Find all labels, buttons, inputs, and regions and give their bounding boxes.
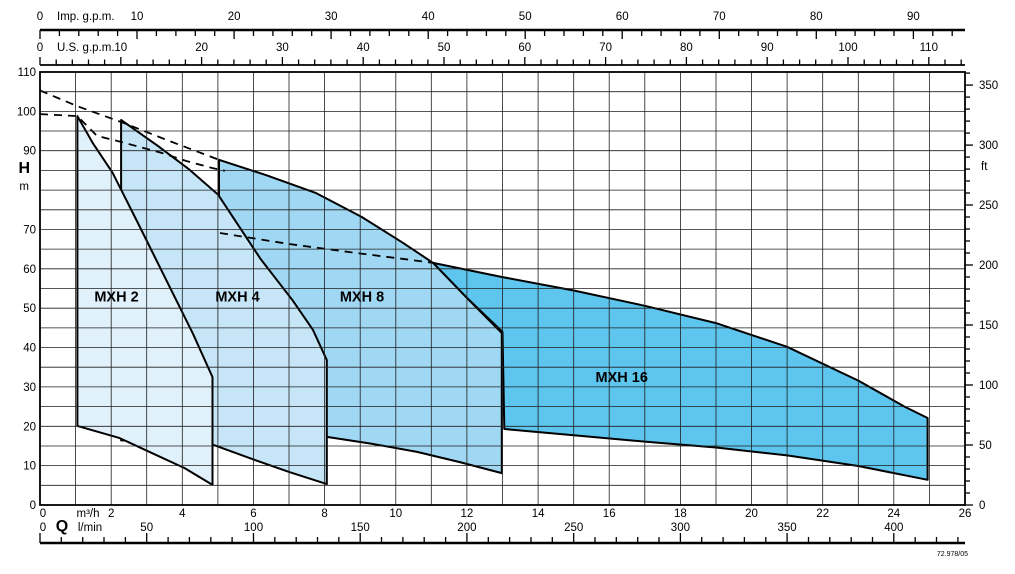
axis-unit-ft: ft xyxy=(981,161,988,173)
tick-label: 6 xyxy=(250,508,256,520)
region-label-mxh-2: MXH 2 xyxy=(94,289,138,305)
region-label-mxh-8: MXH 8 xyxy=(340,289,384,305)
tick-label: 90 xyxy=(23,146,36,158)
axis-title-head: H xyxy=(18,160,30,177)
tick-label: 100 xyxy=(838,42,857,54)
tick-label: 100 xyxy=(17,106,36,118)
tick-label: 20 xyxy=(23,421,36,433)
tick-label: 350 xyxy=(979,80,998,92)
tick-label: 300 xyxy=(671,522,690,534)
tick-label: 26 xyxy=(959,508,972,520)
tick-label: 70 xyxy=(713,11,726,23)
tick-label: 0 xyxy=(37,42,43,54)
tick-label: 4 xyxy=(179,508,186,520)
tick-label: 8 xyxy=(321,508,327,520)
tick-label: 50 xyxy=(140,522,153,534)
tick-label: 0 xyxy=(40,522,46,534)
tick-label: 60 xyxy=(23,264,36,276)
tick-label: 200 xyxy=(457,522,476,534)
tick-label: 80 xyxy=(810,11,823,23)
tick-label: 40 xyxy=(357,42,370,54)
tick-label: 20 xyxy=(745,508,758,520)
axis-m3h: 0 m³/h 2 4 6 8 10 12 14 16 18 20 22 24 26 xyxy=(40,508,972,520)
axis-imp-gpm: 0 10 20 30 40 50 60 70 80 90 Imp. g.p.m. xyxy=(37,11,965,39)
axis-ft: 350 300 250 200 150 100 50 0 ft xyxy=(965,72,998,512)
tick-label: 40 xyxy=(422,11,435,23)
tick-label: 70 xyxy=(599,42,612,54)
axis-title-us-gpm: U.S. g.p.m. xyxy=(57,42,115,54)
dashed-max-curve-envelope-upper xyxy=(39,89,220,161)
tick-label: 10 xyxy=(131,11,144,23)
tick-label: 90 xyxy=(761,42,774,54)
tick-label: 24 xyxy=(887,508,900,520)
tick-label: 70 xyxy=(23,225,36,237)
tick-label: 90 xyxy=(907,11,920,23)
axis-title-q: Q xyxy=(56,518,68,535)
tick-label: 100 xyxy=(979,380,998,392)
axis-title-imp-gpm: Imp. g.p.m. xyxy=(57,11,115,23)
tick-label: 250 xyxy=(564,522,583,534)
axis-title-m3h: m³/h xyxy=(77,508,100,520)
tick-label: 0 xyxy=(30,500,36,512)
tick-label: 2 xyxy=(108,508,114,520)
tick-label: 150 xyxy=(351,522,370,534)
tick-label: 0 xyxy=(979,500,985,512)
drawing-code: 72.978/05 xyxy=(937,551,968,558)
grid xyxy=(40,72,965,505)
tick-label: 14 xyxy=(532,508,545,520)
axis-title-lmin: l/min xyxy=(78,522,102,534)
tick-label: 50 xyxy=(979,440,992,452)
axis-us-gpm: 0 10 20 30 40 50 60 70 80 90 100 110 U.S. g.p.m. xyxy=(37,42,965,66)
tick-label: 60 xyxy=(616,11,629,23)
tick-label: 30 xyxy=(325,11,338,23)
tick-label: 110 xyxy=(18,67,36,79)
tick-label: 20 xyxy=(228,11,241,23)
tick-label: 22 xyxy=(816,508,829,520)
tick-label: 150 xyxy=(979,320,998,332)
tick-label: 0 xyxy=(37,11,43,23)
axis-unit-m: m xyxy=(19,181,29,193)
tick-label: 10 xyxy=(114,42,127,54)
tick-label: 50 xyxy=(23,303,36,315)
tick-label: 40 xyxy=(23,343,36,355)
tick-label: 100 xyxy=(244,522,263,534)
tick-label: 110 xyxy=(920,42,938,54)
region-label-mxh-16: MXH 16 xyxy=(596,370,648,386)
dashed-max-curve-envelope-lower xyxy=(39,113,226,172)
tick-label: 0 xyxy=(40,508,46,520)
tick-label: 12 xyxy=(461,508,474,520)
tick-label: 10 xyxy=(389,508,402,520)
tick-label: 350 xyxy=(778,522,797,534)
tick-label: 20 xyxy=(195,42,208,54)
tick-label: 60 xyxy=(518,42,531,54)
tick-label: 400 xyxy=(884,522,903,534)
tick-label: 50 xyxy=(519,11,532,23)
tick-label: 18 xyxy=(674,508,687,520)
tick-label: 300 xyxy=(979,140,998,152)
region-label-mxh-4: MXH 4 xyxy=(215,289,259,305)
tick-label: 10 xyxy=(23,461,36,473)
tick-label: 80 xyxy=(680,42,693,54)
tick-label: 50 xyxy=(438,42,451,54)
tick-label: 30 xyxy=(23,382,36,394)
tick-label: 250 xyxy=(979,200,998,212)
tick-label: 30 xyxy=(276,42,289,54)
tick-label: 16 xyxy=(603,508,616,520)
tick-label: 200 xyxy=(979,260,998,272)
